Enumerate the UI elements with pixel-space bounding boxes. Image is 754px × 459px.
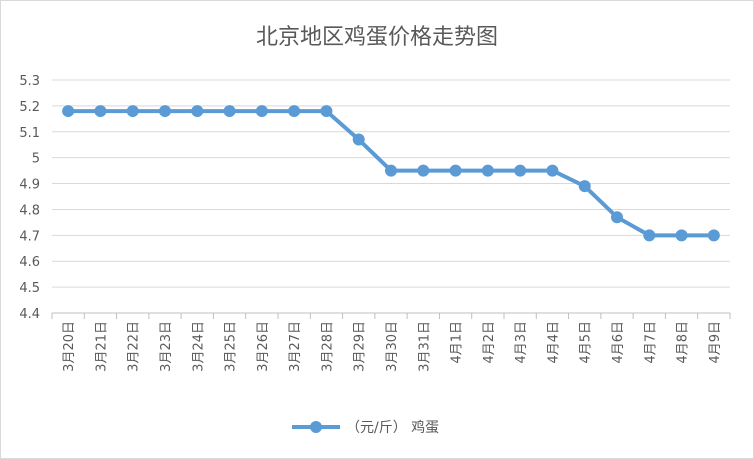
data-point [126, 105, 139, 118]
x-axis: 3月20日 3月21日 3月22日 3月23日 3月24日 3月25日 3月26日 3月27日… [51, 313, 731, 372]
x-tick-label: 3月24日 [191, 321, 206, 372]
y-tick-label: 5.3 [19, 74, 40, 89]
x-tick-label: 3月26日 [256, 321, 271, 372]
x-tick-label: 4月6日 [611, 321, 626, 364]
data-point [385, 164, 397, 177]
data-point [707, 229, 720, 242]
y-tick-label: 4.8 [19, 203, 40, 218]
chart-title: 北京地区鸡蛋价格走势图 [256, 25, 498, 50]
data-point [255, 105, 268, 118]
y-tick-label: 4.6 [19, 255, 40, 270]
data-point [643, 229, 656, 242]
data-point [62, 105, 75, 118]
x-tick-label: 4月9日 [708, 321, 723, 364]
x-tick-label: 3月31日 [417, 321, 432, 372]
x-tick-label: 4月1日 [450, 321, 465, 364]
y-tick-label: 4.5 [19, 281, 40, 296]
data-point [159, 105, 171, 118]
x-tick-label: 3月23日 [159, 321, 174, 372]
x-tick-label: 4月3日 [514, 321, 529, 364]
legend: （元/斤） 鸡蛋 [292, 419, 439, 436]
data-point [223, 105, 236, 118]
y-tick-label: 4.7 [19, 229, 40, 244]
x-tick-label: 3月22日 [127, 321, 142, 372]
legend-label: （元/斤） 鸡蛋 [346, 419, 439, 436]
data-point [94, 105, 107, 118]
y-tick-label: 5.1 [19, 126, 40, 141]
x-tick-label: 3月20日 [62, 321, 77, 372]
gridlines [52, 79, 730, 314]
y-tick-label: 4.4 [19, 307, 40, 322]
y-axis: 5.3 5.2 5.1 5 4.9 4.8 4.7 4.6 4.5 4.4 [19, 74, 40, 322]
x-tick-label: 3月29日 [353, 321, 368, 372]
data-point [320, 105, 333, 118]
x-tick-label: 3月27日 [288, 321, 303, 372]
x-tick-label: 4月5日 [579, 321, 594, 364]
data-point [449, 164, 462, 177]
data-point [514, 164, 527, 177]
data-point [578, 180, 591, 193]
x-tick-label: 3月30日 [385, 321, 400, 372]
x-tick-label: 4月2日 [482, 321, 497, 364]
data-point [191, 105, 204, 118]
data-point [352, 133, 365, 146]
y-tick-label: 5.2 [19, 100, 40, 115]
x-tick-label: 3月28日 [320, 321, 335, 372]
data-point [417, 164, 430, 177]
data-point [481, 164, 494, 177]
series-layer [62, 105, 720, 242]
data-point [288, 105, 301, 118]
y-tick-label: 4.9 [19, 178, 40, 193]
y-tick-label: 5 [32, 152, 40, 167]
x-tick-label: 4月8日 [676, 321, 691, 364]
legend-point-marker [310, 421, 322, 433]
x-tick-label: 3月21日 [94, 321, 109, 372]
x-tick-label: 4月7日 [643, 321, 658, 364]
data-point [546, 164, 559, 177]
data-point [611, 211, 623, 224]
x-tick-label: 4月4日 [546, 321, 561, 364]
x-tick-label: 3月25日 [224, 321, 239, 372]
data-point [675, 229, 688, 242]
